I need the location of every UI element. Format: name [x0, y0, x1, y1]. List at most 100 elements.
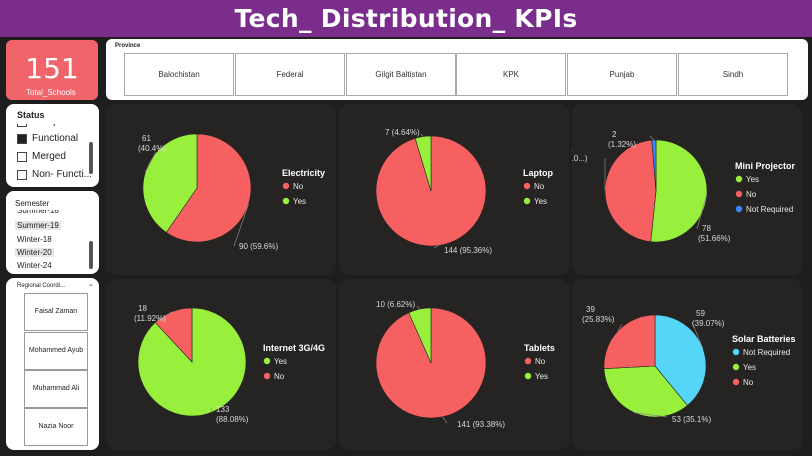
label-leader-line — [433, 245, 440, 249]
coordinator-button[interactable]: Mohammed Ayub — [24, 332, 88, 370]
regional-coordinator-slicer: Regional Coordi... ⌄ Faisal Zaman Mohamm… — [6, 278, 99, 450]
data-label: 7 (4.64%) — [385, 128, 420, 137]
legend-item[interactable]: No — [293, 182, 304, 191]
semester-item[interactable]: Winter-18 — [17, 235, 52, 244]
status-option-merged[interactable]: Merged — [17, 151, 66, 162]
data-label: 78 (51.66%) — [698, 224, 731, 243]
legend-item[interactable]: No — [743, 378, 754, 387]
status-scrollbar[interactable] — [89, 142, 93, 174]
tablets-pie-chart: 141 (93.38%) 10 (6.62%) Tablets No Yes — [375, 300, 555, 429]
tablets-chart-panel: 141 (93.38%) 10 (6.62%) Tablets No Yes — [339, 279, 569, 450]
label-leader-line — [691, 321, 704, 349]
legend-item[interactable]: Yes — [293, 197, 306, 206]
legend-item[interactable]: Yes — [534, 197, 547, 206]
coordinator-button[interactable]: Faisal Zaman — [24, 293, 88, 331]
legend-dot-yes — [524, 372, 532, 380]
legend-item[interactable]: Not Required — [743, 348, 790, 357]
legend-dot-not-required — [732, 348, 740, 356]
legend-item[interactable]: Yes — [746, 175, 759, 184]
legend-dot-no — [524, 357, 532, 365]
dashboard-header: Tech_ Distribution_ KPIs — [0, 0, 812, 37]
legend-item[interactable]: No — [534, 182, 545, 191]
status-option-non-functional[interactable]: Non- Functi... — [17, 169, 92, 180]
data-label: 59 (39.07%) — [692, 309, 725, 328]
pie-slice-no[interactable] — [604, 139, 657, 243]
legend-item[interactable]: No — [535, 357, 546, 366]
semester-slicer: Summer-18 Semester Summer-19 Winter-18 W… — [6, 191, 99, 274]
checkbox-icon[interactable] — [17, 151, 27, 162]
mini-projector-pie-chart: 78(51.66%) 71(47.0...) 2(1.32%) Mini Projec… — [560, 130, 796, 243]
legend-title: Electricity — [282, 168, 325, 178]
legend-item[interactable]: No — [274, 372, 285, 381]
mini-projector-chart-panel: 78(51.66%) 71(47.0...) 2(1.32%) Mini Projec… — [560, 104, 802, 275]
chevron-down-icon[interactable]: ⌄ — [88, 281, 94, 288]
semester-item[interactable]: Summer-19 — [15, 221, 61, 230]
legend-item[interactable]: Yes — [274, 357, 287, 366]
province-button[interactable]: Punjab — [567, 53, 677, 96]
status-slicer-title: Status — [17, 110, 45, 120]
legend-dot-yes — [282, 197, 290, 205]
checkbox-icon[interactable] — [17, 169, 27, 180]
legend-dot-no — [732, 378, 740, 386]
semester-item[interactable]: Winter-24 — [17, 261, 52, 270]
status-slicer: Completed Status Functional Merged Non- … — [6, 104, 99, 187]
checkbox-checked-icon[interactable] — [17, 133, 27, 144]
province-button[interactable]: Sindh — [678, 53, 788, 96]
semester-item[interactable]: Winter-20 — [15, 248, 54, 257]
total-schools-value: 151 — [25, 52, 79, 85]
pie-slice-not-required[interactable] — [654, 314, 707, 406]
solar-batteries-chart-panel: 59 (39.07%) 53 (35.1%) 39 (25.83%) Solar Batt… — [572, 279, 802, 450]
legend-dot-yes — [735, 175, 743, 183]
label-leader-line — [649, 135, 655, 141]
data-label: 10 (6.62%) — [376, 300, 415, 309]
legend-dot-not-required — [735, 205, 743, 213]
province-slicer-title: Province — [115, 43, 141, 49]
pie-slice-no[interactable] — [603, 314, 656, 369]
pie-slice-yes[interactable] — [414, 135, 432, 192]
page-title: Tech_ Distribution_ KPIs — [234, 4, 578, 33]
legend-title: Solar Batteries — [732, 334, 796, 344]
label-leader-line — [159, 311, 173, 320]
laptop-chart-panel: 144 (95.36%) 7 (4.64%) Laptop No Yes — [339, 104, 569, 275]
legend-title: Internet 3G/4G — [263, 343, 325, 353]
legend-item[interactable]: Not Required — [746, 205, 793, 214]
label-leader-line — [696, 193, 708, 230]
status-option-functional[interactable]: Functional — [17, 133, 78, 144]
electricity-pie-chart: 90 (59.6%) 61 (40.4%) Electricity No Yes — [138, 133, 325, 251]
province-slicer: Province Balochistan Federal Gilgit Balt… — [106, 39, 808, 100]
coordinator-button[interactable]: Muhammad Ali — [24, 370, 88, 408]
semester-slicer-title: Semester — [15, 199, 50, 208]
label-leader-line — [442, 416, 448, 424]
semester-item[interactable]: Summer-18 — [17, 206, 59, 215]
data-label: 133 (88.08%) — [216, 405, 249, 424]
total-schools-label: Total_Schools — [26, 88, 76, 97]
label-leader-line — [420, 133, 424, 137]
province-button[interactable]: Federal — [235, 53, 345, 96]
label-leader-line — [233, 203, 249, 247]
coordinator-button[interactable]: Nazia Noor — [24, 408, 88, 446]
coordinator-slicer-title: Regional Coordi... — [17, 283, 66, 289]
data-label: 61 (40.4%) — [138, 134, 166, 153]
legend-dot-no — [282, 182, 290, 190]
label-leader-line — [210, 407, 213, 413]
province-button[interactable]: Balochistan — [124, 53, 234, 96]
pie-slice-yes[interactable] — [408, 307, 432, 364]
semester-scrollbar[interactable] — [89, 241, 93, 269]
legend-dot-yes — [523, 197, 531, 205]
data-label: 53 (35.1%) — [672, 415, 711, 424]
total-schools-card: 151 Total_Schools — [6, 40, 98, 100]
internet-pie-chart: 133 (88.08%) 18 (11.92%) Internet 3G/4G Yes No — [134, 304, 325, 424]
province-button[interactable]: Gilgit Baltistan — [346, 53, 456, 96]
legend-item[interactable]: Yes — [535, 372, 548, 381]
pie-slice-yes[interactable] — [650, 139, 708, 243]
legend-title: Laptop — [523, 168, 553, 178]
legend-item[interactable]: No — [746, 190, 757, 199]
label-leader-line — [617, 323, 623, 332]
data-label: 90 (59.6%) — [239, 242, 278, 251]
legend-dot-yes — [263, 357, 271, 365]
internet-chart-panel: 133 (88.08%) 18 (11.92%) Internet 3G/4G Yes No — [106, 279, 336, 450]
data-label: 144 (95.36%) — [444, 246, 492, 255]
province-button[interactable]: KPK — [456, 53, 566, 96]
legend-item[interactable]: Yes — [743, 363, 756, 372]
legend-dot-no — [735, 190, 743, 198]
